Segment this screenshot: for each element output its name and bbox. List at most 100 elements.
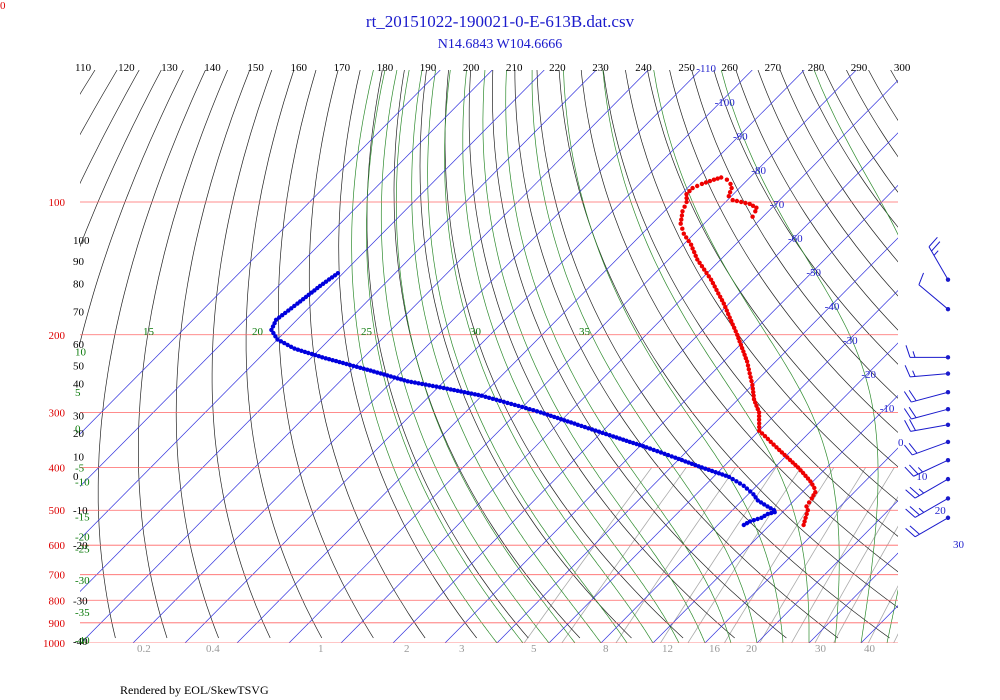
wind-barb-shaft (914, 478, 949, 499)
dewpoint-trace-point (292, 303, 297, 309)
dewpoint-trace-point (445, 386, 450, 391)
dewpoint-trace-point (765, 511, 770, 517)
temperature-trace-point (802, 519, 807, 524)
dewpoint-trace-point (741, 483, 746, 488)
dewpoint-trace-point (748, 489, 753, 494)
temperature-trace-point (795, 465, 801, 470)
dewpoint-trace-point (603, 431, 609, 437)
mixing-ratio-label: 8 (603, 643, 609, 655)
theta-top-tick-label: 280 (808, 62, 825, 74)
dewpoint-trace-point (375, 370, 380, 375)
dewpoint-trace-point (385, 373, 390, 378)
temperature-trace-point (748, 375, 753, 380)
dewpoint-trace-point (634, 441, 639, 447)
dewpoint-trace-point (292, 346, 297, 351)
theta-top-tick-label: 230 (592, 62, 609, 74)
dewpoint-trace-point (520, 404, 525, 410)
moist-adiabat-left-label: -30 (75, 575, 90, 587)
dewpoint-trace-point (497, 398, 503, 403)
dewpoint-trace-point (734, 479, 739, 484)
theta-left-tick-label: 90 (73, 256, 85, 268)
wind-barb-feather (904, 420, 912, 432)
wind-barb-feather (909, 419, 916, 431)
moist-adiabat (653, 70, 840, 643)
dry-adiabat (366, 70, 529, 639)
theta-top-tick-label: 150 (247, 62, 264, 74)
wind-barb-feather (909, 464, 919, 475)
wind-barb-shaft (913, 459, 949, 477)
dewpoint-trace-point (365, 367, 370, 372)
isotherm (652, 395, 898, 643)
dewpoint-trace-point (282, 340, 287, 346)
theta-top-tick-label: 190 (420, 62, 437, 74)
temperature-trace-point (753, 209, 758, 214)
temperature-trace-point (718, 294, 723, 299)
wind-barb-station (945, 390, 951, 395)
dewpoint-trace-point (402, 378, 407, 383)
dewpoint-trace-point (275, 337, 280, 342)
isotherm-label: 10 (916, 471, 928, 483)
wind-barb-half-feather (918, 488, 925, 494)
dewpoint-trace-point (316, 354, 321, 359)
dewpoint-trace-point (669, 454, 674, 459)
wind-barb-shaft (911, 408, 949, 420)
moist-adiabat (720, 70, 879, 643)
dewpoint-trace-point (472, 392, 478, 397)
wind-profile (903, 236, 951, 538)
dry-adiabat (514, 70, 839, 639)
wind-barb-shaft (910, 424, 949, 432)
theta-left-tick-label: 0 (73, 471, 79, 483)
dewpoint-trace-point (589, 427, 595, 432)
wind-barb (905, 345, 951, 360)
theta-top-tick-label: 180 (377, 62, 394, 74)
mixing-ratio-label: 30 (815, 643, 827, 655)
temperature-trace-point (765, 436, 771, 442)
moist-adiabat-left-label: -10 (75, 476, 90, 488)
dewpoint-trace-point (758, 500, 764, 505)
temperature-trace-point (750, 386, 755, 391)
dewpoint-trace-point (545, 412, 550, 417)
dewpoint-trace-point (637, 442, 642, 448)
dewpoint-trace-point (562, 418, 567, 423)
dry-adiabat (823, 70, 898, 193)
temperature-trace-point (739, 199, 744, 205)
moist-adiabat (462, 70, 680, 643)
moist-adiabat-top-label: 15 (143, 326, 155, 338)
dewpoint-trace-point (586, 426, 591, 431)
moist-adiabat (411, 70, 602, 643)
dewpoint-trace-point (600, 430, 605, 436)
temperature-trace-point (684, 195, 689, 201)
temperature-trace-point (678, 221, 683, 226)
dewpoint-trace-point (706, 467, 711, 472)
moist-adiabat (813, 70, 898, 643)
theta-top-tick-label: 250 (678, 62, 695, 74)
isotherm-label: -30 (843, 335, 858, 347)
wind-barb-feather (908, 443, 918, 454)
dewpoint-trace (269, 271, 777, 528)
dry-adiabat (536, 70, 890, 639)
wind-barb-station (945, 406, 951, 412)
dewpoint-trace-point (371, 369, 377, 374)
dewpoint-trace-point (703, 466, 708, 471)
temperature-trace-point (754, 205, 759, 210)
temperature-trace-point (804, 504, 809, 509)
dewpoint-trace-point (306, 350, 311, 356)
dewpoint-trace-point (344, 361, 349, 367)
mixing-ratio-line (791, 467, 895, 643)
temperature-trace-point (739, 345, 745, 351)
wind-barb (904, 365, 951, 378)
dewpoint-trace-point (302, 349, 308, 355)
pressure-tick-label: 500 (49, 505, 66, 517)
dewpoint-trace-point (644, 445, 649, 450)
mixing-ratio-label: 0.4 (206, 643, 220, 655)
wind-barb (905, 515, 951, 538)
temperature-trace-point (690, 246, 695, 251)
dry-adiabat (80, 70, 184, 345)
isotherm-label: 20 (935, 505, 947, 517)
dewpoint-trace-point (273, 334, 278, 339)
temperature-trace-point (809, 496, 814, 501)
wind-barb-feather (903, 408, 912, 420)
moist-adiabat-left-label: 5 (75, 387, 81, 399)
temperature-trace-point (728, 181, 733, 187)
dry-adiabat (580, 70, 898, 573)
